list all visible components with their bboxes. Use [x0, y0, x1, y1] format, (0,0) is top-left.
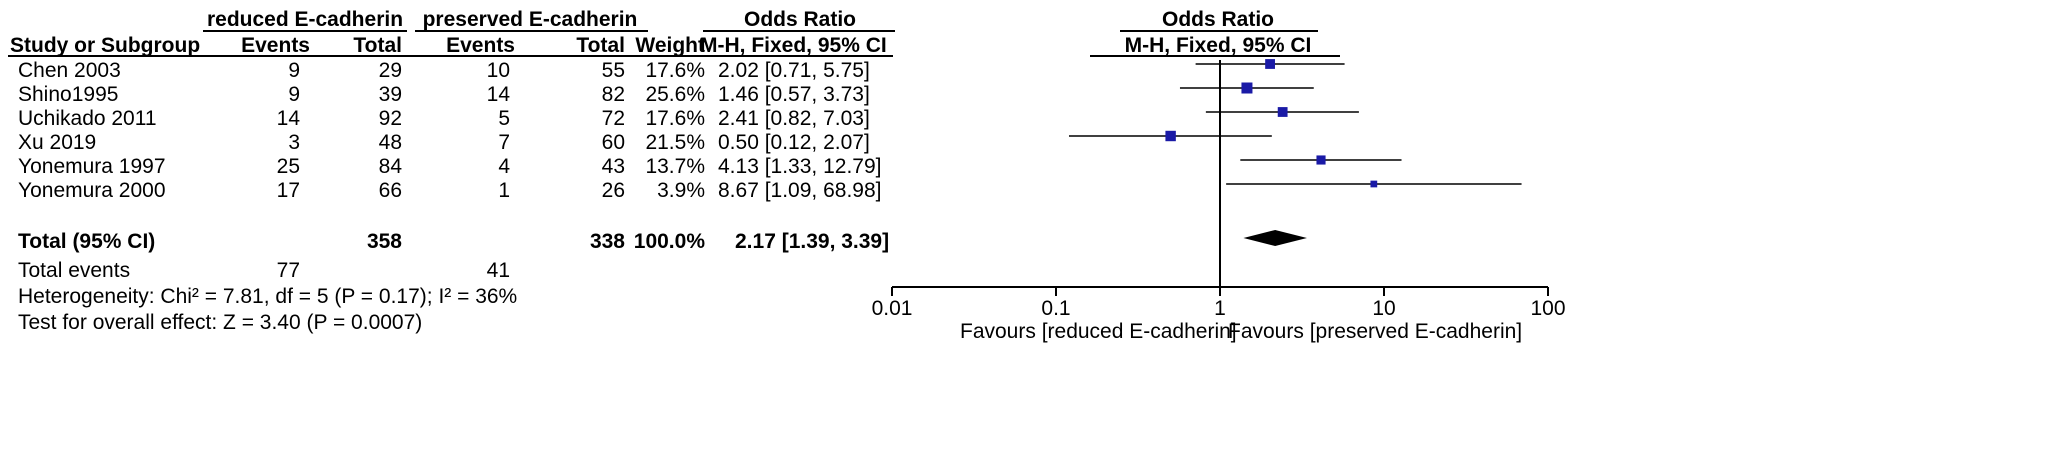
- odds-ratio-ci: 2.41 [0.82, 7.03]: [718, 107, 870, 130]
- study-name: Chen 2003: [18, 59, 121, 82]
- weight: 3.9%: [657, 179, 705, 202]
- total-exp: 358: [366, 230, 402, 253]
- plot-subtitle-rule: [1090, 55, 1340, 57]
- favours-left-label: Favours [reduced E-cadherin]: [960, 320, 1237, 343]
- total-ci: 2.17 [1.39, 3.39]: [735, 230, 890, 253]
- x-tick-label: 10: [1372, 297, 1395, 320]
- exp-total: 48: [378, 131, 402, 154]
- ctl-total: 82: [601, 83, 625, 106]
- overall-effect-text: Test for overall effect: Z = 3.40 (P = 0…: [18, 311, 423, 334]
- exp-events: 3: [288, 131, 300, 154]
- group-header-preserved: preserved E-cadherin: [422, 8, 638, 31]
- plot-subtitle: M-H, Fixed, 95% CI: [1124, 34, 1312, 57]
- odds-ratio-ci: 8.67 [1.09, 68.98]: [718, 179, 882, 202]
- study-marker: [1241, 82, 1253, 94]
- exp-events: 17: [276, 179, 300, 202]
- group-header-odds-ratio: Odds Ratio: [743, 8, 856, 31]
- col-header-exp-events: Events: [241, 34, 310, 57]
- ctl-total: 55: [601, 59, 625, 82]
- study-name: Yonemura 2000: [18, 179, 166, 202]
- header-bottom-rule: [8, 55, 893, 57]
- ctl-events: 14: [486, 83, 510, 106]
- x-tick-label: 0.1: [1041, 297, 1070, 320]
- study-marker: [1277, 107, 1288, 117]
- study-marker: [1165, 130, 1176, 142]
- exp-total: 39: [378, 83, 402, 106]
- ctl-events: 7: [498, 131, 510, 154]
- ctl-total: 26: [601, 179, 625, 202]
- exp-total: 92: [378, 107, 402, 130]
- exp-events: 9: [288, 59, 300, 82]
- study-name: Xu 2019: [18, 131, 97, 154]
- favours-right-label: Favours [preserved E-cadherin]: [1228, 320, 1523, 343]
- ctl-total: 60: [601, 131, 625, 154]
- weight: 17.6%: [645, 107, 705, 130]
- total-label: Total (95% CI): [18, 230, 156, 253]
- study-marker: [1316, 155, 1326, 165]
- exp-events: 9: [288, 83, 300, 106]
- ctl-total: 43: [601, 155, 625, 178]
- group-header-reduced: reduced E-cadherin: [206, 8, 404, 31]
- ctl-events: 10: [486, 59, 510, 82]
- exp-events: 14: [276, 107, 300, 130]
- weight: 13.7%: [645, 155, 705, 178]
- study-name: Yonemura 1997: [18, 155, 166, 178]
- col-header-ci: M-H, Fixed, 95% CI: [700, 34, 887, 57]
- x-tick-label: 0.01: [872, 297, 913, 320]
- ctl-events: 5: [498, 107, 510, 130]
- odds-ratio-ci: 1.46 [0.57, 3.73]: [718, 83, 870, 106]
- ctl-events: 1: [498, 179, 510, 202]
- col-header-ctl-total: Total: [576, 34, 625, 57]
- total-ctl: 338: [589, 230, 625, 253]
- weight: 25.6%: [645, 83, 705, 106]
- study-marker: [1265, 59, 1275, 69]
- study-marker: [1370, 180, 1378, 188]
- col-header-study: Study or Subgroup: [10, 34, 201, 57]
- ctl-events: 4: [498, 155, 510, 178]
- header-rule-preserved: [415, 30, 648, 32]
- col-header-weight: Weight: [635, 34, 705, 57]
- exp-total: 29: [378, 59, 402, 82]
- x-tick-label: 100: [1530, 297, 1565, 320]
- x-tick-label: 1: [1214, 297, 1226, 320]
- study-name: Shino1995: [18, 83, 119, 106]
- plot-title: Odds Ratio: [1161, 8, 1274, 31]
- odds-ratio-ci: 2.02 [0.71, 5.75]: [718, 59, 870, 82]
- plot-title-rule: [1120, 30, 1318, 32]
- col-header-exp-total: Total: [353, 34, 402, 57]
- study-name: Uchikado 2011: [18, 107, 157, 130]
- total-weight: 100.0%: [633, 230, 705, 253]
- exp-total: 66: [378, 179, 402, 202]
- col-header-ctl-events: Events: [446, 34, 515, 57]
- ctl-total: 72: [601, 107, 625, 130]
- heterogeneity-text: Heterogeneity: Chi² = 7.81, df = 5 (P = …: [18, 285, 518, 308]
- weight: 17.6%: [645, 59, 705, 82]
- header-rule-or: [703, 30, 895, 32]
- events-ctl: 41: [486, 259, 510, 282]
- odds-ratio-ci: 4.13 [1.33, 12.79]: [718, 155, 882, 178]
- header-rule-reduced: [203, 30, 407, 32]
- events-exp: 77: [276, 259, 300, 282]
- exp-events: 25: [276, 155, 300, 178]
- weight: 21.5%: [645, 131, 705, 154]
- odds-ratio-ci: 0.50 [0.12, 2.07]: [718, 131, 870, 154]
- events-label: Total events: [18, 259, 131, 282]
- pooled-diamond: [1243, 230, 1307, 246]
- exp-total: 84: [378, 155, 402, 178]
